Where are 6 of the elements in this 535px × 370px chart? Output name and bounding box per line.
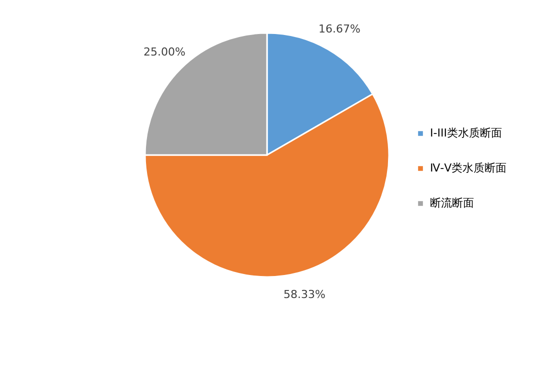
legend-label: Ⅰ-III类水质断面 [430,126,502,140]
legend-label: 断流断面 [430,196,474,210]
data-label: 16.67% [318,22,360,36]
data-label: 25.00% [143,45,186,58]
legend-label: Ⅳ-Ⅴ类水质断面 [430,162,507,174]
data-label: 58.33% [284,288,326,302]
